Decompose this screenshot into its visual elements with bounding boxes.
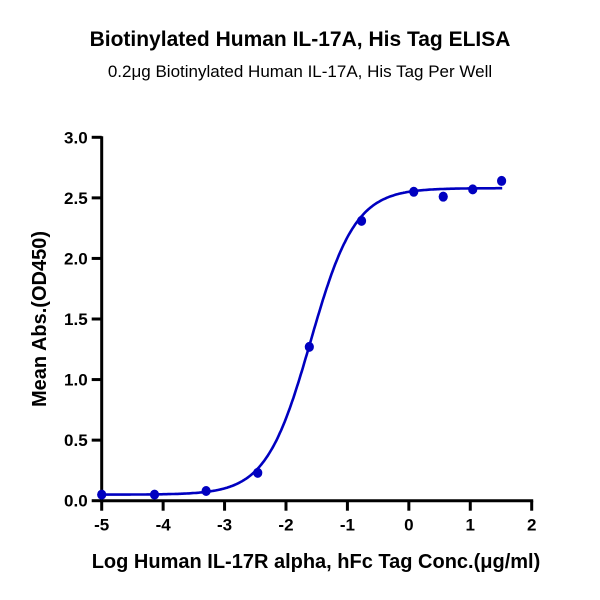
x-tick-label: -2 [278, 516, 293, 535]
x-tick-label: -1 [340, 516, 355, 535]
y-axis-label: Mean Abs.(OD450) [29, 231, 51, 407]
data-point [468, 184, 478, 195]
data-point [304, 341, 314, 352]
data-point [438, 191, 448, 202]
y-tick-label: 2.5 [64, 189, 88, 208]
y-tick-label: 2.0 [64, 249, 88, 268]
data-point [253, 467, 263, 478]
fit-curve [101, 186, 503, 496]
data-point [97, 489, 107, 500]
x-tick-label: 2 [527, 516, 536, 535]
y-tick-label: 0.5 [64, 431, 88, 450]
y-tick-label: 1.5 [64, 310, 88, 329]
data-point [149, 489, 160, 500]
y-tick-label: 0.0 [64, 492, 88, 511]
chart-subtitle: 0.2μg Biotinylated Human IL-17A, His Tag… [107, 62, 493, 81]
y-tick-label: 3.0 [64, 128, 88, 147]
y-tick-label: 1.0 [64, 371, 88, 390]
data-point [409, 186, 419, 197]
x-axis-label: Log Human IL-17R alpha, hFc Tag Conc.(μg… [92, 551, 541, 573]
x-tick-label: -5 [94, 516, 109, 535]
data-point [356, 215, 367, 226]
x-tick-label: -3 [217, 516, 232, 535]
chart-title: Biotinylated Human IL-17A, His Tag ELISA [89, 28, 511, 51]
x-tick-label: 0 [404, 516, 413, 535]
data-point [497, 175, 507, 186]
x-tick-label: 1 [466, 516, 475, 535]
data-point [201, 486, 211, 497]
x-tick-label: -4 [156, 516, 172, 535]
